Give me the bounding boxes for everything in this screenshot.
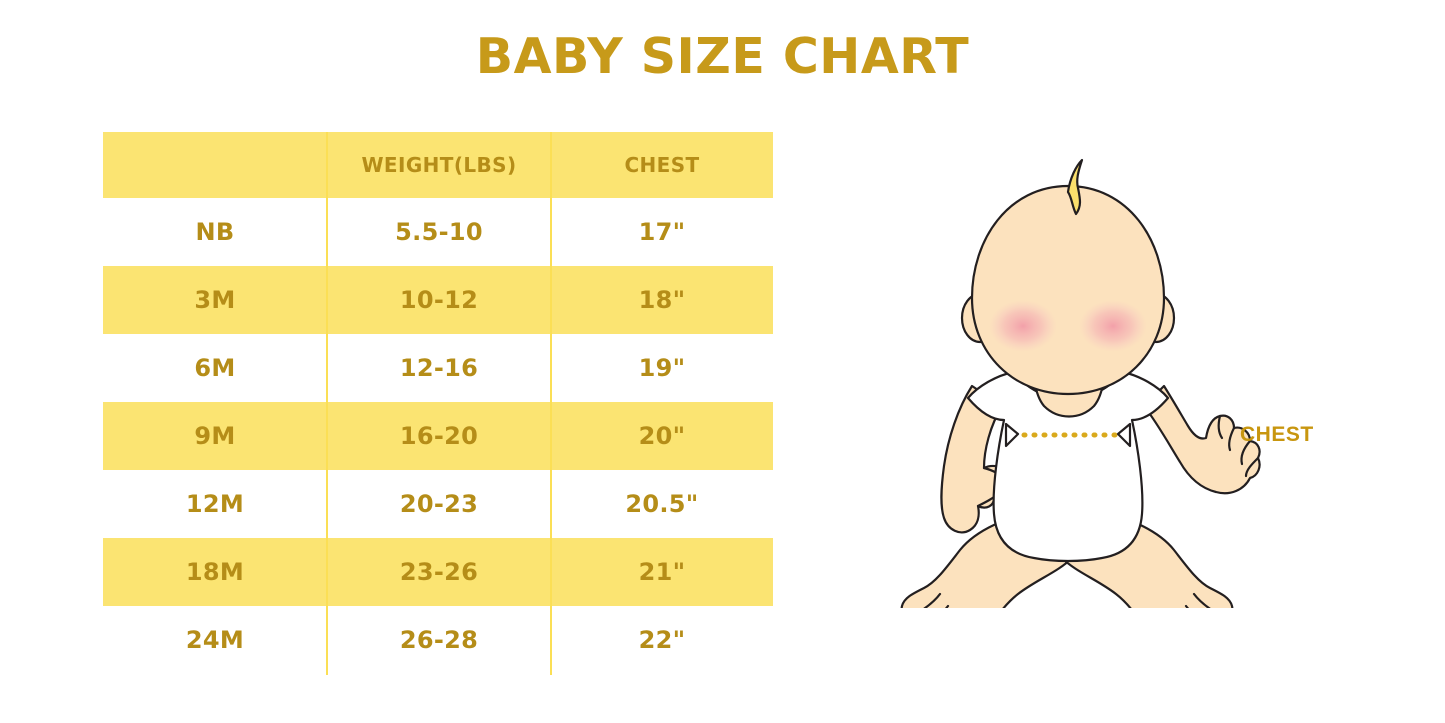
baby-head [970, 184, 1166, 396]
cell-chest: 20.5" [625, 490, 699, 518]
cell-chest: 19" [638, 354, 686, 382]
cell-weight: 26-28 [399, 626, 479, 654]
cell-size: 6M [194, 354, 236, 382]
table-row: NB 5.5-10 17" [103, 198, 773, 266]
table-header-row: WEIGHT(LBS) CHEST [103, 132, 773, 198]
cell-size: 24M [185, 626, 245, 654]
cell-chest: 21" [638, 558, 686, 586]
baby-right-blush [1079, 300, 1147, 352]
page-title: BABY SIZE CHART [475, 28, 970, 85]
cell-size: 12M [185, 490, 245, 518]
sitting-baby-illustration [900, 158, 1261, 608]
cell-weight: 16-20 [399, 422, 479, 450]
table-row: 24M 26-28 22" [103, 606, 773, 674]
table-row: 18M 23-26 21" [103, 538, 773, 606]
cell-size: 9M [194, 422, 236, 450]
column-header-size [103, 132, 327, 198]
baby-right-fist-fingers [1217, 414, 1260, 478]
baby-left-blush [989, 300, 1057, 352]
cell-weight: 10-12 [399, 286, 479, 314]
table-row: 3M 10-12 18" [103, 266, 773, 334]
cell-chest: 22" [638, 626, 686, 654]
cell-size: 3M [194, 286, 236, 314]
table-row: 9M 16-20 20" [103, 402, 773, 470]
cell-weight: 23-26 [399, 558, 479, 586]
column-header-weight: WEIGHT(LBS) [361, 153, 517, 177]
table-row: 6M 12-16 19" [103, 334, 773, 402]
chest-measure-tick-left [1004, 422, 1020, 448]
baby-hair-curl [1066, 158, 1084, 216]
column-header-chest: CHEST [624, 153, 700, 177]
chest-measure-tick-right [1116, 422, 1132, 448]
baby-left-foot-toes [923, 592, 950, 608]
cell-size: 18M [185, 558, 245, 586]
cell-chest: 18" [638, 286, 686, 314]
cell-weight: 20-23 [399, 490, 479, 518]
baby-right-foot-toes [1184, 592, 1211, 608]
chest-callout-label: CHEST [1240, 423, 1314, 446]
baby-size-table: WEIGHT(LBS) CHEST NB 5.5-10 17" 3M 10-12… [103, 132, 773, 674]
table-column-divider [326, 132, 328, 675]
table-row: 12M 20-23 20.5" [103, 470, 773, 538]
cell-weight: 5.5-10 [395, 218, 483, 246]
cell-weight: 12-16 [399, 354, 479, 382]
table-column-divider [550, 132, 552, 675]
cell-chest: 20" [638, 422, 686, 450]
cell-size: NB [195, 218, 235, 246]
cell-chest: 17" [638, 218, 686, 246]
